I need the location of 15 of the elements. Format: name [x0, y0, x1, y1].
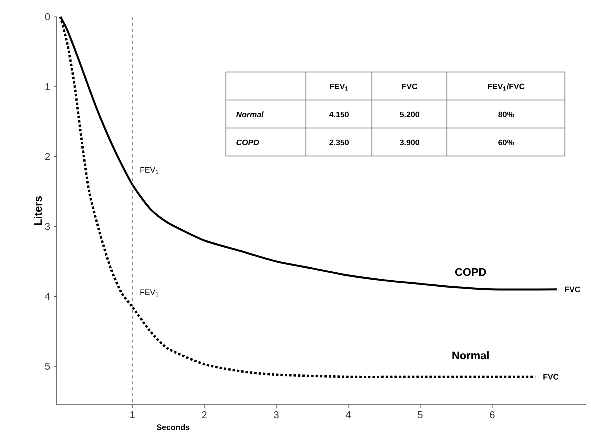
- y-tick-label: 1: [46, 83, 50, 90]
- series-label: Normal: [452, 352, 489, 360]
- y-tick-label: 2: [45, 153, 50, 160]
- x-tick-label: 2: [202, 412, 207, 418]
- y-tick-label: 0: [45, 13, 50, 21]
- x-tick-label: 3: [274, 412, 279, 419]
- x-tick-label: 1: [130, 412, 135, 418]
- series-label: COPD: [455, 268, 486, 276]
- y-tick-label: 4: [45, 293, 50, 300]
- x-tick-label: 4: [346, 412, 351, 418]
- y-tick-label: 3: [45, 223, 50, 230]
- x-tick-label: 5: [418, 412, 423, 418]
- y-axis-title: Liters: [34, 196, 42, 226]
- x-tick-label: 6: [490, 412, 495, 419]
- y-tick-label: 5: [45, 363, 50, 370]
